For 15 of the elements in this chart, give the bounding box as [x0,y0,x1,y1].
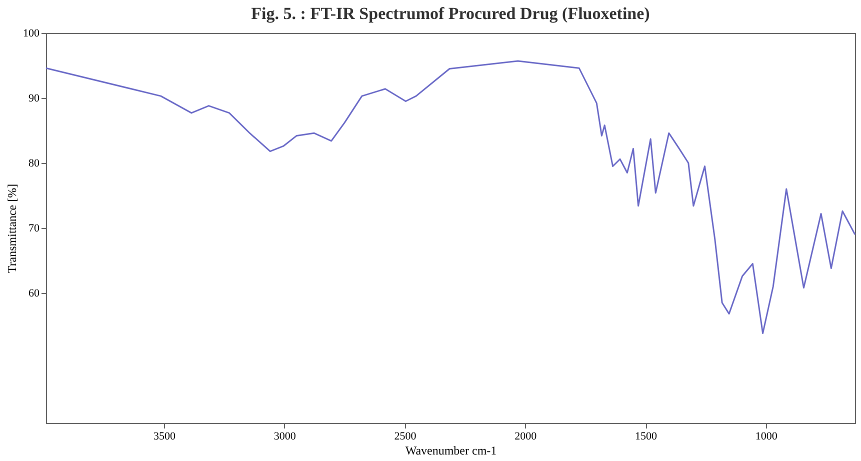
x-tick-label: 2500 [394,430,417,442]
x-tick-label: 1500 [635,430,658,442]
chart-title: Fig. 5. : FT-IR Spectrumof Procured Drug (Fluoxetine) [251,4,650,23]
y-axis-title: Transmittance [%] [5,184,19,274]
y-tick-label: 90 [28,92,40,104]
x-tick-label: 2000 [514,430,538,442]
line-series [45,60,856,334]
x-tick-label: 3000 [274,430,296,442]
x-tick-label: 1000 [755,430,778,442]
x-axis-title: Wavenumber cm-1 [405,444,497,458]
x-tick-label: 3500 [153,430,176,442]
y-tick-label: 80 [28,158,40,170]
y-tick-label: 60 [28,288,40,300]
y-tick-label: 70 [28,222,40,234]
y-tick-label: 100 [23,28,40,40]
